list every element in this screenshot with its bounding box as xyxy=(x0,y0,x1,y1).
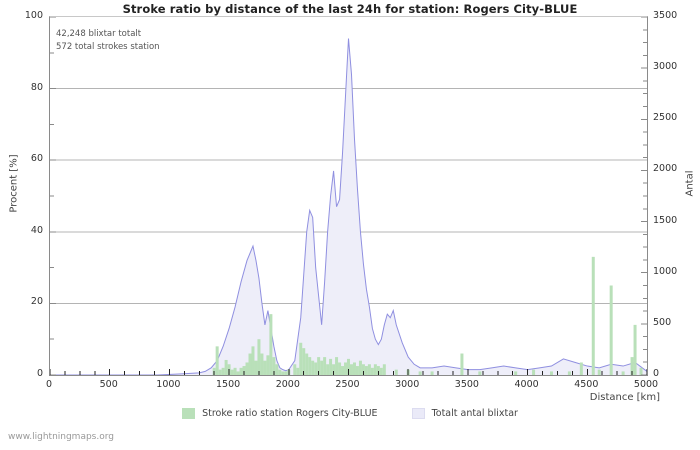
y-axis-right-tick: 3500 xyxy=(653,10,678,21)
x-axis-tick: 1000 xyxy=(156,379,181,390)
legend-swatch-blue xyxy=(411,408,425,419)
y-axis-right-tick: 3000 xyxy=(653,61,678,73)
y-axis-left-tick: 40 xyxy=(30,224,43,236)
x-axis-tick: 0 xyxy=(45,379,53,390)
plot-svg xyxy=(50,17,647,375)
y-axis-right-tick: 2000 xyxy=(653,163,678,175)
legend-item-total-strokes: Totalt antal blixtar xyxy=(411,408,518,419)
x-axis-tick: 4000 xyxy=(514,379,539,390)
legend-label-total-strokes: Totalt antal blixtar xyxy=(431,408,518,419)
y-axis-right-title: Antal xyxy=(684,170,696,197)
x-axis-tick: 5000 xyxy=(633,379,659,390)
total-strokes-area-series xyxy=(50,38,647,375)
y-axis-right-tick: 1500 xyxy=(653,214,678,226)
x-axis-tick: 3000 xyxy=(395,379,420,390)
chart-legend: Stroke ratio station Rogers City-BLUE To… xyxy=(0,408,700,419)
y-axis-left-tick: 100 xyxy=(24,10,43,21)
x-axis-tick: 2500 xyxy=(335,379,360,390)
x-axis-title: Distance [km] xyxy=(589,392,660,403)
legend-label-stroke-ratio: Stroke ratio station Rogers City-BLUE xyxy=(202,408,378,419)
plot-area xyxy=(49,16,648,376)
legend-swatch-green xyxy=(182,408,196,419)
y-axis-right-tick: 2500 xyxy=(653,112,678,124)
x-axis-tick: 2000 xyxy=(275,379,300,390)
footer-url: www.lightningmaps.org xyxy=(8,432,114,442)
y-axis-left-tick: 60 xyxy=(30,153,43,165)
x-axis-tick: 3500 xyxy=(454,379,479,390)
y-axis-right-tick: 500 xyxy=(653,316,672,328)
x-axis-tick: 4500 xyxy=(574,379,599,390)
y-axis-right-tick: 1000 xyxy=(653,265,678,277)
annotation-station-strokes: 572 total strokes station xyxy=(56,42,160,52)
y-axis-left-tick: 0 xyxy=(36,368,43,379)
y-axis-left-tick: 80 xyxy=(30,81,43,93)
y-axis-left-tick: 20 xyxy=(30,296,43,308)
annotation-total-strokes: 42,248 blixtar totalt xyxy=(56,29,142,39)
y-axis-right-tick: 0 xyxy=(653,368,660,379)
stroke-ratio-bar-series xyxy=(212,256,643,375)
x-axis-tick: 1500 xyxy=(216,379,241,390)
chart-title: Stroke ratio by distance of the last 24h… xyxy=(122,2,578,16)
legend-item-stroke-ratio: Stroke ratio station Rogers City-BLUE xyxy=(182,408,378,419)
x-axis-tick: 500 xyxy=(99,379,118,390)
